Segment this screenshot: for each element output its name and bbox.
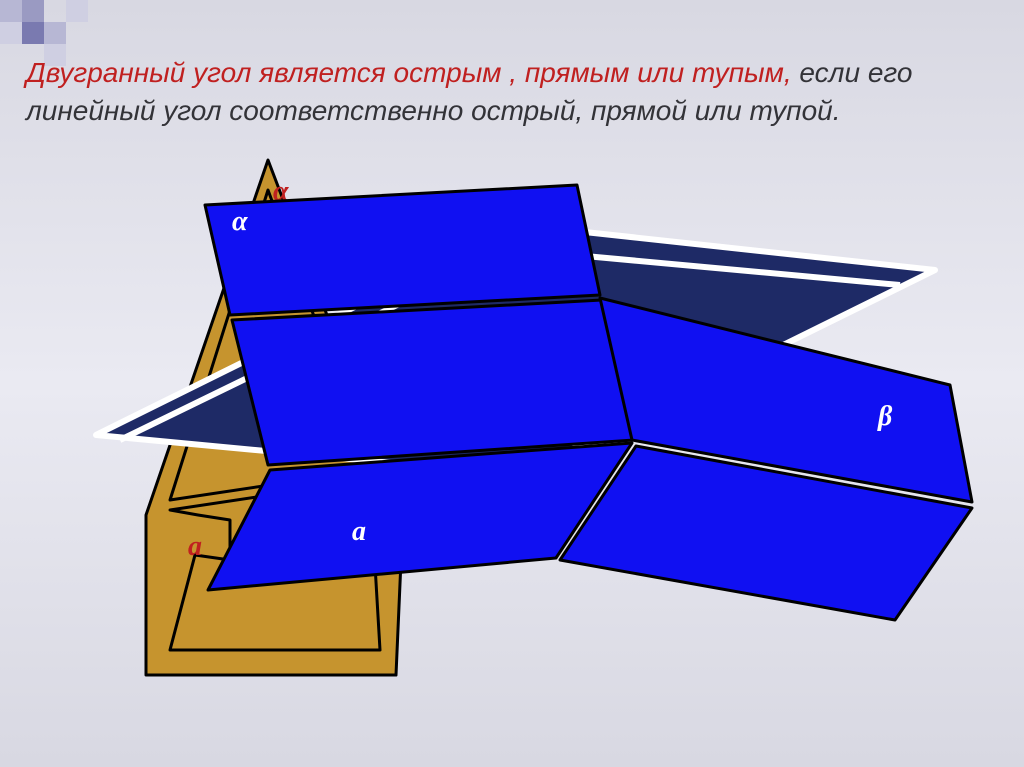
slide-title: Двугранный угол является острым , прямым… (26, 54, 986, 130)
dihedral-angle-diagram: αaβαβa (0, 150, 1024, 730)
svg-text:a: a (188, 531, 202, 562)
blue-plane-alpha-top (205, 185, 600, 315)
blue-plane-alpha-bottom (232, 300, 634, 465)
svg-text:β: β (877, 401, 893, 432)
svg-text:α: α (232, 206, 248, 237)
svg-text:a: a (352, 516, 366, 547)
title-highlight: Двугранный угол является острым , прямым… (26, 57, 792, 88)
